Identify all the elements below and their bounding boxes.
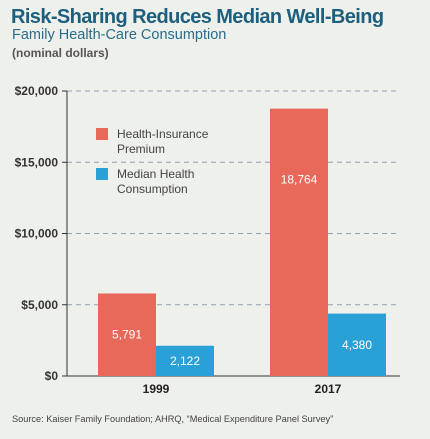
chart-title: Risk-Sharing Reduces Median Well-Being — [11, 6, 384, 28]
legend-swatch-premium — [96, 128, 108, 140]
x-tick-label: 1999 — [143, 382, 170, 396]
source-note: Source: Kaiser Family Foundation; AHRQ, … — [12, 414, 334, 424]
bar-consumption-2017 — [328, 313, 386, 376]
data-label: 18,764 — [281, 172, 318, 186]
y-tick-label: $10,000 — [15, 227, 59, 241]
legend-label: Health-Insurance — [117, 127, 209, 141]
x-tick-label: 2017 — [315, 382, 342, 396]
legend-label: Median Health — [117, 167, 194, 181]
data-label: 4,380 — [342, 338, 372, 352]
chart-subtitle: Family Health-Care Consumption — [12, 27, 227, 43]
y-tick-label: $15,000 — [15, 155, 59, 169]
y-tick-label: $0 — [45, 369, 59, 383]
bar-consumption-1999 — [156, 345, 214, 376]
y-tick-label: $20,000 — [15, 84, 59, 98]
legend-label: Premium — [117, 142, 165, 156]
legend-label: Consumption — [117, 182, 188, 196]
bar-premium-1999 — [98, 293, 156, 376]
y-tick-label: $5,000 — [21, 298, 58, 312]
data-label: 5,791 — [112, 328, 142, 342]
legend-swatch-consumption — [96, 168, 108, 180]
bar-premium-2017 — [270, 108, 328, 376]
unit-note: (nominal dollars) — [12, 46, 109, 60]
data-label: 2,122 — [170, 354, 200, 368]
